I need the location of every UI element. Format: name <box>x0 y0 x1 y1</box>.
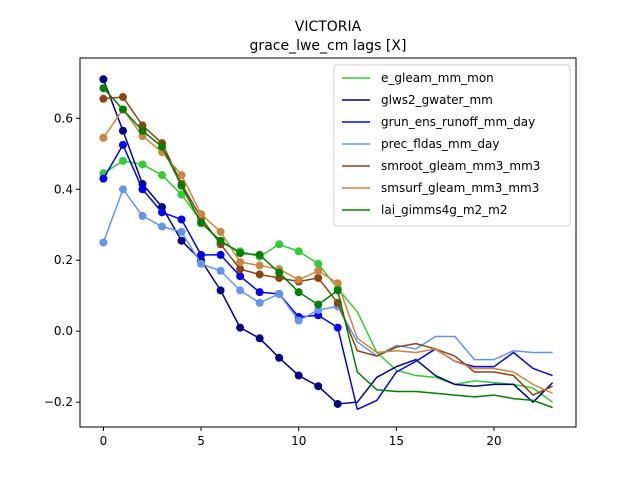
data-point <box>275 268 284 277</box>
x-tick-label: 10 <box>291 434 306 448</box>
chart-subtitle: grace_lwe_cm lags [X] <box>250 38 407 54</box>
legend-label: prec_fldas_mm_day <box>381 137 500 151</box>
data-point <box>216 250 225 259</box>
data-point <box>158 171 167 180</box>
series-lai_gimms4g_m2_m2 <box>99 84 553 409</box>
data-point <box>99 75 108 84</box>
data-point <box>158 142 167 151</box>
data-point <box>216 266 225 275</box>
data-point <box>99 94 108 103</box>
data-point <box>333 286 342 295</box>
data-point <box>177 215 186 224</box>
data-point <box>99 174 108 183</box>
data-point <box>255 261 264 270</box>
y-tick-label: 0.2 <box>54 253 73 267</box>
data-point <box>138 211 147 220</box>
legend: e_gleam_mm_mon glws2_gwater_mm grun_ens_ru… <box>333 64 571 227</box>
plot-area: 0 5 10 15 20 −0.2 0.0 0.2 0.4 0.6 <box>44 57 577 448</box>
series-line-glws2_gwater_mm <box>102 79 554 405</box>
data-point <box>255 288 264 297</box>
data-point <box>236 265 245 274</box>
data-point <box>138 185 147 194</box>
data-point <box>294 371 303 380</box>
x-tick-label: 20 <box>486 434 501 448</box>
data-point <box>333 323 342 332</box>
data-point <box>294 288 303 297</box>
data-point <box>177 190 186 199</box>
chart-title: VICTORIA <box>295 19 362 35</box>
legend-label: glws2_gwater_mm <box>381 93 493 107</box>
data-point <box>333 399 342 408</box>
legend-label: lai_gimms4g_m2_m2 <box>381 203 508 217</box>
data-point <box>138 126 147 135</box>
data-point <box>177 236 186 245</box>
y-tick-label: 0.0 <box>54 324 73 338</box>
data-point <box>275 353 284 362</box>
legend-label: smroot_gleam_mm3_mm3 <box>381 159 540 173</box>
y-tick-label: 0.4 <box>54 182 73 196</box>
data-point <box>255 298 264 307</box>
data-point <box>216 286 225 295</box>
data-point <box>236 272 245 281</box>
data-point <box>118 156 127 165</box>
data-point <box>236 286 245 295</box>
data-point <box>138 160 147 169</box>
data-point <box>197 218 206 227</box>
x-tick-label: 15 <box>389 434 404 448</box>
data-point <box>118 105 127 114</box>
data-point <box>236 258 245 267</box>
data-point <box>236 249 245 258</box>
data-point <box>118 185 127 194</box>
data-point <box>158 208 167 217</box>
data-point <box>314 273 323 282</box>
legend-label: smsurf_gleam_mm3_mm3 <box>381 181 539 195</box>
axes-frame <box>79 57 577 428</box>
data-point <box>333 279 342 288</box>
data-point <box>99 238 108 247</box>
series-prec_fldas_mm_day <box>99 185 553 361</box>
x-tick-label: 0 <box>100 434 108 448</box>
y-tick-label: 0.6 <box>54 111 73 125</box>
data-point <box>99 133 108 142</box>
data-point <box>216 236 225 245</box>
x-tick-label: 5 <box>197 434 205 448</box>
legend-label: e_gleam_mm_mon <box>381 71 494 85</box>
data-point <box>314 300 323 309</box>
data-point <box>177 227 186 236</box>
data-point <box>314 259 323 268</box>
data-point <box>118 93 127 102</box>
data-point <box>177 171 186 180</box>
data-point <box>255 250 264 259</box>
series-line-lai_gimms4g_m2_m2 <box>102 87 553 409</box>
series-glws2_gwater_mm <box>99 75 554 408</box>
data-point <box>294 275 303 284</box>
data-point <box>177 181 186 190</box>
data-point <box>197 210 206 219</box>
data-point <box>118 140 127 149</box>
legend-label: grun_ens_runoff_mm_day <box>381 115 535 129</box>
data-point <box>314 382 323 391</box>
data-point <box>275 240 284 249</box>
data-point <box>216 227 225 236</box>
data-point <box>275 289 284 298</box>
data-point <box>197 259 206 268</box>
data-point <box>294 247 303 256</box>
data-point <box>255 334 264 343</box>
data-point <box>99 84 108 93</box>
data-point <box>118 126 127 135</box>
data-point <box>236 323 245 332</box>
data-point <box>197 250 206 259</box>
data-point <box>294 316 303 325</box>
series-line-smsurf_gleam_mm3_mm3 <box>102 108 553 394</box>
data-point <box>255 270 264 279</box>
data-point <box>158 222 167 231</box>
legend-box <box>333 64 571 227</box>
data-point <box>314 266 323 275</box>
y-tick-label: −0.2 <box>44 395 73 409</box>
